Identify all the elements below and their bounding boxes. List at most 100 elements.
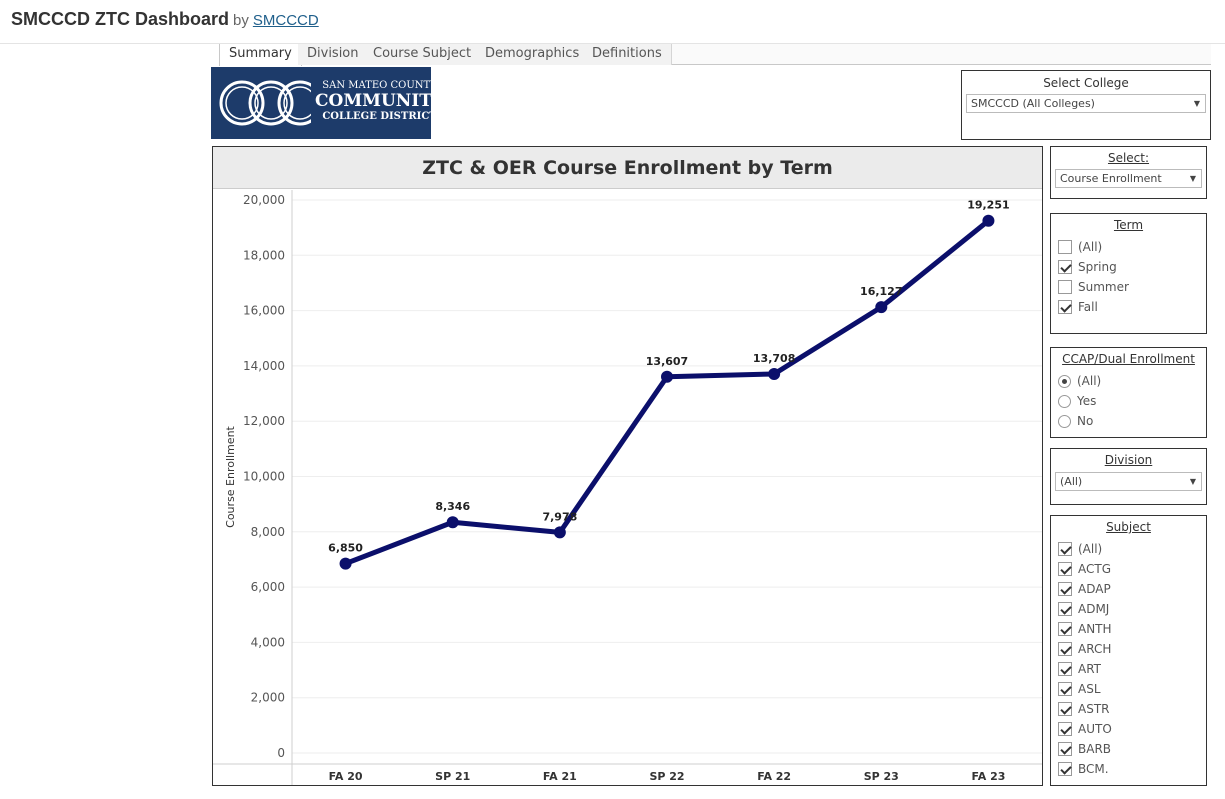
x-tick-label: SP 23 (864, 770, 899, 783)
checkbox-checked-icon[interactable] (1058, 300, 1072, 314)
term-option-fall[interactable]: Fall (1058, 298, 1098, 316)
subject-option-arch[interactable]: ARCH (1058, 640, 1111, 658)
data-label: 16,127 (860, 285, 902, 298)
subject-option-asl[interactable]: ASL (1058, 680, 1101, 698)
dashboard-title-text: SMCCCD ZTC Dashboard (11, 9, 230, 29)
top-bar: SMCCCD ZTC Dashboard by SMCCCD (0, 0, 1225, 44)
ccap-filter-title: CCAP/Dual Enrollment (1062, 352, 1195, 366)
select-measure-panel: Select: Course Enrollment ▼ (1050, 146, 1207, 199)
subject-option-astr[interactable]: ASTR (1058, 700, 1110, 718)
y-tick-label: 8,000 (251, 525, 285, 539)
chevron-down-icon: ▼ (1193, 99, 1200, 108)
subject-option-art[interactable]: ART (1058, 660, 1101, 678)
subject-option-label: ACTG (1078, 562, 1112, 576)
term-option-all[interactable]: (All) (1058, 238, 1102, 256)
checkbox-checked-icon[interactable] (1058, 622, 1072, 636)
checkbox-checked-icon[interactable] (1058, 722, 1072, 736)
y-tick-label: 16,000 (243, 304, 285, 318)
term-option-label: Summer (1078, 280, 1129, 294)
radio-selected-icon[interactable] (1058, 375, 1071, 388)
ccap-option-label: Yes (1077, 394, 1097, 408)
checkbox-checked-icon[interactable] (1058, 260, 1072, 274)
checkbox-checked-icon[interactable] (1058, 702, 1072, 716)
x-tick-label: SP 22 (649, 770, 684, 783)
checkbox-checked-icon[interactable] (1058, 742, 1072, 756)
checkbox-checked-icon[interactable] (1058, 662, 1072, 676)
subject-option-anth[interactable]: ANTH (1058, 620, 1112, 638)
subject-option-label: ADAP (1078, 582, 1111, 596)
tab-demographics[interactable]: Demographics (476, 44, 590, 65)
checkbox-checked-icon[interactable] (1058, 602, 1072, 616)
data-point (768, 367, 781, 380)
term-option-summer[interactable]: Summer (1058, 278, 1129, 296)
radio-icon[interactable] (1058, 395, 1071, 408)
subject-option-label: ART (1078, 662, 1102, 676)
x-tick-label: FA 22 (757, 770, 791, 783)
ccap-option-no[interactable]: No (1058, 412, 1093, 430)
subject-option-label: BCM. (1078, 762, 1109, 776)
subject-option-all[interactable]: (All) (1058, 540, 1102, 558)
subject-option-adap[interactable]: ADAP (1058, 580, 1111, 598)
ccap-filter-panel: CCAP/Dual Enrollment (All) Yes No (1050, 347, 1207, 438)
x-tick-label: SP 21 (435, 770, 470, 783)
measure-dropdown[interactable]: Course Enrollment ▼ (1055, 169, 1202, 188)
data-label: 13,607 (646, 355, 688, 368)
tab-summary[interactable]: Summary (219, 44, 302, 66)
division-dropdown[interactable]: (All) ▼ (1055, 472, 1202, 491)
ccap-option-yes[interactable]: Yes (1058, 392, 1096, 410)
ccap-option-all[interactable]: (All) (1058, 372, 1101, 390)
checkbox-checked-icon[interactable] (1058, 562, 1072, 576)
y-tick-label: 4,000 (251, 635, 285, 649)
subject-option-admj[interactable]: ADMJ (1058, 600, 1109, 618)
subject-option-auto[interactable]: AUTO (1058, 720, 1112, 738)
by-text: by (233, 12, 249, 29)
data-label: 7,978 (542, 510, 577, 523)
data-point (446, 516, 459, 529)
college-dropdown[interactable]: SMCCCD (All Colleges) ▼ (966, 94, 1206, 113)
logo-line-2: COMMUNITY (315, 91, 445, 111)
subject-option-bcm[interactable]: BCM. (1058, 760, 1109, 778)
division-dropdown-value: (All) (1060, 475, 1083, 488)
select-college-panel: Select College SMCCCD (All Colleges) ▼ (961, 70, 1211, 140)
x-tick-label: FA 20 (329, 770, 363, 783)
college-dropdown-value: SMCCCD (All Colleges) (971, 97, 1095, 110)
checkbox-icon[interactable] (1058, 240, 1072, 254)
chevron-down-icon: ▼ (1189, 174, 1196, 183)
checkbox-checked-icon[interactable] (1058, 682, 1072, 696)
dashboard-tabs: Summary Division Course Subject Demograp… (219, 44, 1211, 66)
term-option-label: Spring (1078, 260, 1117, 274)
dashboard-title: SMCCCD ZTC Dashboard by SMCCCD (11, 9, 319, 30)
logo-line-1: SAN MATEO COUNTY (322, 80, 437, 91)
subject-option-barb[interactable]: BARB (1058, 740, 1111, 758)
author-link[interactable]: SMCCCD (252, 12, 319, 29)
district-logo: SAN MATEO COUNTY COMMUNITY COLLEGE DISTR… (211, 67, 444, 139)
term-option-label: (All) (1078, 240, 1103, 254)
checkbox-checked-icon[interactable] (1058, 762, 1072, 776)
term-filter-panel: Term (All) Spring Summer Fall (1050, 213, 1207, 334)
y-tick-label: 10,000 (243, 470, 285, 484)
y-tick-label: 14,000 (243, 359, 285, 373)
y-tick-label: 2,000 (251, 691, 285, 705)
checkbox-checked-icon[interactable] (1058, 582, 1072, 596)
x-tick-label: FA 21 (543, 770, 577, 783)
logo-text: SAN MATEO COUNTY COMMUNITY COLLEGE DISTR… (315, 80, 444, 123)
tab-course-subject[interactable]: Course Subject (364, 44, 482, 65)
subject-option-label: (All) (1078, 542, 1103, 556)
tab-division[interactable]: Division (298, 44, 369, 65)
term-option-spring[interactable]: Spring (1058, 258, 1117, 276)
y-tick-label: 20,000 (243, 193, 285, 207)
logo-line-3: COLLEGE DISTRICT (322, 111, 437, 122)
radio-icon[interactable] (1058, 415, 1071, 428)
subject-filter-panel: Subject (All) ACTG ADAP ADMJ ANTH ARCH A… (1050, 515, 1207, 786)
x-tick-label: FA 23 (971, 770, 1005, 783)
data-point (661, 370, 673, 383)
tab-definitions[interactable]: Definitions (583, 44, 672, 65)
chart-header: ZTC & OER Course Enrollment by Term (213, 147, 1042, 189)
checkbox-checked-icon[interactable] (1058, 642, 1072, 656)
subject-option-actg[interactable]: ACTG (1058, 560, 1111, 578)
data-point (553, 526, 566, 539)
y-axis-title: Course Enrollment (224, 425, 237, 527)
data-label: 6,850 (328, 542, 363, 555)
checkbox-icon[interactable] (1058, 280, 1072, 294)
checkbox-checked-icon[interactable] (1058, 542, 1072, 556)
